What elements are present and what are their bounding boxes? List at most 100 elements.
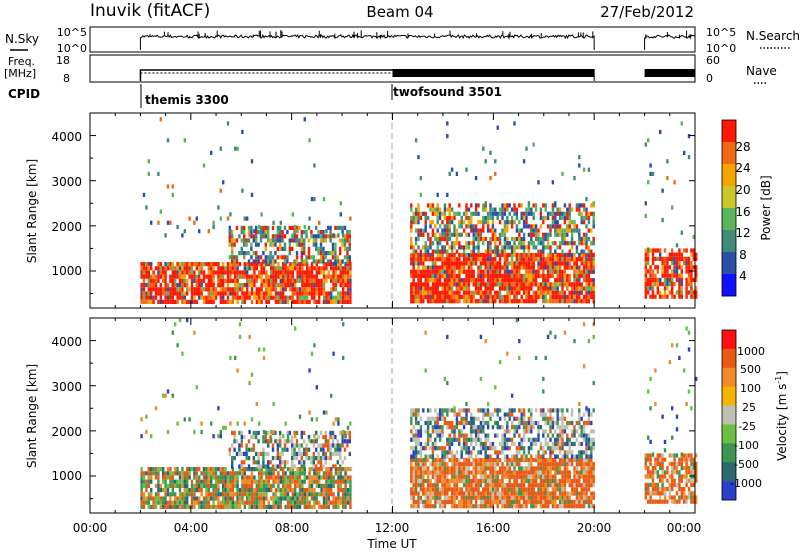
power-cell [563,269,567,274]
velocity-cell [210,479,213,484]
velocity-cell [224,496,227,501]
power-cell [231,287,234,292]
power-cell [296,266,299,271]
velocity-cell [346,475,350,480]
velocity-cell [568,504,571,509]
velocity-cell [270,483,273,488]
velocity-cell [303,464,306,469]
power-cell [458,265,461,270]
velocity-cell [570,491,574,496]
velocity-cell [441,483,444,488]
velocity-cell [145,471,148,476]
velocity-cell [286,467,290,472]
power-cell [472,290,475,295]
velocity-cell [479,425,483,430]
velocity-cell [279,496,282,501]
power-cell [327,251,330,256]
power-cell [212,295,215,300]
power-cell [426,294,430,300]
velocity-cell [258,488,261,493]
velocity-cell [585,487,588,492]
power-cell [205,295,208,300]
velocity-cell [513,483,516,488]
power-cell [315,291,318,296]
power-cell [334,234,337,239]
power-cell [446,228,449,233]
velocity-cell [214,479,218,484]
power-cell [501,207,504,212]
velocity-cell [410,420,413,426]
power-cell [525,245,528,250]
power-cell [181,299,184,304]
power-cell [308,283,311,288]
velocity-cell [212,483,215,488]
velocity-cell [575,499,579,505]
power-cell [489,278,492,283]
power-cell [695,269,698,274]
velocity-cell [238,496,242,501]
velocity-cell [183,488,186,493]
power-cell [260,283,263,288]
power-cell [315,274,318,279]
power-cell [575,228,579,233]
velocity-cell [570,499,574,505]
power-cell [200,283,203,288]
power-cell [644,265,647,270]
power-cell [229,291,232,296]
velocity-cell [453,454,456,459]
power-cell [520,211,523,216]
velocity-cell [312,460,315,465]
velocity-cell [474,416,478,421]
power-cell [580,261,583,266]
power-cell [147,299,150,304]
power-cell [644,261,647,266]
velocity-cell [525,487,528,492]
velocity-cell [320,504,323,509]
power-cell [291,291,294,296]
power-cell [317,230,320,235]
power-cell [301,295,304,300]
velocity-cell [250,504,254,509]
power-cell [327,270,330,275]
power-cell [546,265,550,270]
power-cell [508,299,511,304]
power-cell [498,269,502,274]
power-cell [318,220,321,225]
power-cell [561,294,564,300]
power-cell [210,274,213,279]
velocity-cell [166,475,170,480]
power-cell [307,225,311,230]
power-cell [231,262,234,267]
power-cell [592,241,595,246]
power-cell [426,290,430,295]
velocity-cell [506,412,509,417]
velocity-cell [169,492,172,497]
velocity-cell [417,470,420,475]
power-cell [525,265,528,270]
velocity-cell [532,466,535,471]
power-cell [315,246,318,251]
velocity-cell [494,487,497,492]
power-cell [477,290,480,295]
power-cell [520,245,523,250]
power-cell [587,257,591,262]
velocity-cell [154,471,158,476]
power-cell [210,270,213,275]
velocity-cell [250,500,254,505]
power-cell [472,232,475,237]
velocity-cell [520,478,523,484]
power-cell [568,203,571,208]
velocity-cell [195,483,198,488]
power-cell [281,230,284,235]
power-cell [561,290,564,295]
power-cell [525,211,528,216]
velocity-cell [441,446,444,451]
power-cell [226,278,230,283]
velocity-cell [205,488,208,493]
velocity-cell [506,454,509,459]
power-cell [482,278,485,283]
power-cell [162,299,165,304]
power-cell [585,273,588,279]
velocity-cell [546,495,550,500]
velocity-cell [486,474,490,479]
